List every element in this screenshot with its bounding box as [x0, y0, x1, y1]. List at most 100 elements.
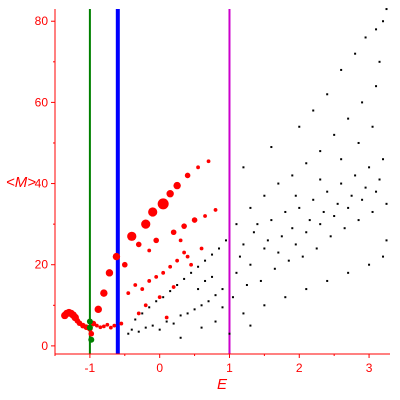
- black-point-39: [242, 243, 245, 246]
- black-point-72: [357, 219, 360, 222]
- black-point-75: [368, 166, 371, 169]
- red-point-32: [136, 311, 141, 316]
- red-point-53: [213, 208, 218, 212]
- red-point-47: [135, 241, 142, 248]
- black-point-40: [245, 284, 248, 287]
- black-point-100: [326, 93, 329, 96]
- red-point-50: [181, 223, 187, 229]
- black-point-33: [200, 326, 203, 329]
- black-point-3: [144, 326, 147, 329]
- black-point-34: [214, 320, 217, 323]
- red-point-55: [185, 254, 190, 259]
- red-point-57: [147, 248, 152, 253]
- green-points-series: [86, 318, 95, 343]
- black-point-68: [343, 227, 346, 230]
- black-point-87: [368, 263, 371, 266]
- black-point-101: [340, 68, 343, 71]
- black-point-43: [256, 223, 259, 226]
- black-point-47: [270, 219, 273, 222]
- y-tick-label-3: 60: [35, 95, 49, 109]
- red-point-48: [153, 237, 159, 244]
- black-point-83: [284, 296, 287, 299]
- black-point-80: [385, 202, 388, 205]
- red-point-40: [148, 207, 158, 217]
- black-point-51: [284, 210, 287, 213]
- black-point-12: [207, 300, 210, 303]
- black-point-91: [263, 194, 266, 197]
- black-point-77: [375, 190, 378, 193]
- red-point-29: [143, 303, 148, 308]
- black-point-97: [347, 117, 350, 120]
- black-point-79: [382, 158, 385, 161]
- black-point-36: [231, 296, 234, 299]
- black-point-118: [294, 194, 297, 197]
- black-point-113: [371, 125, 374, 128]
- black-point-27: [218, 247, 221, 250]
- black-point-117: [319, 178, 322, 181]
- black-point-69: [347, 206, 350, 209]
- black-point-7: [172, 322, 175, 325]
- black-point-104: [375, 28, 378, 31]
- black-point-41: [249, 263, 252, 266]
- black-point-1: [130, 328, 133, 331]
- black-point-0: [127, 332, 130, 335]
- black-point-95: [319, 150, 322, 153]
- y-tick-label-4: 80: [35, 14, 49, 28]
- black-point-66: [336, 202, 339, 205]
- black-point-46: [266, 239, 269, 242]
- black-point-8: [179, 314, 182, 317]
- black-point-61: [319, 223, 322, 226]
- black-point-17: [148, 306, 151, 309]
- black-point-105: [382, 20, 385, 23]
- red-point-18: [112, 323, 117, 328]
- black-point-90: [249, 206, 252, 209]
- black-point-35: [221, 288, 224, 291]
- red-point-15: [101, 324, 106, 329]
- black-point-74: [364, 186, 367, 189]
- red-point-35: [100, 289, 108, 297]
- red-point-33: [164, 315, 169, 320]
- x-axis-title: E: [217, 376, 228, 393]
- red-point-51: [191, 217, 198, 223]
- black-point-45: [263, 247, 266, 250]
- black-point-22: [183, 277, 186, 280]
- black-point-26: [211, 253, 214, 256]
- red-point-22: [140, 287, 145, 291]
- black-point-110: [242, 166, 245, 169]
- black-point-54: [294, 243, 297, 246]
- black-point-112: [357, 141, 360, 144]
- black-point-58: [308, 219, 311, 222]
- black-point-56: [301, 255, 304, 258]
- black-point-42: [252, 231, 255, 234]
- black-point-108: [312, 109, 315, 112]
- black-point-10: [193, 308, 196, 311]
- red-point-59: [189, 262, 193, 267]
- red-point-11: [88, 330, 95, 337]
- black-point-106: [385, 8, 388, 11]
- black-point-23: [190, 271, 193, 274]
- red-point-58: [178, 238, 183, 243]
- green-point-0: [86, 318, 93, 325]
- black-point-63: [326, 190, 329, 193]
- black-point-62: [322, 210, 325, 213]
- black-point-76: [371, 210, 374, 213]
- red-point-31: [171, 285, 176, 289]
- black-point-30: [204, 279, 207, 282]
- black-point-64: [329, 235, 332, 238]
- red-point-39: [141, 219, 151, 229]
- black-point-70: [350, 194, 353, 197]
- red-point-42: [166, 190, 174, 198]
- red-point-27: [175, 258, 180, 263]
- x-tick-label-1: 0: [156, 361, 163, 375]
- green-point-1: [86, 324, 93, 331]
- red-point-38: [127, 231, 137, 241]
- red-point-41: [157, 198, 169, 210]
- black-point-107: [378, 60, 381, 63]
- black-point-84: [305, 288, 308, 291]
- black-point-103: [364, 36, 367, 39]
- red-point-52: [203, 214, 207, 218]
- red-point-20: [126, 291, 131, 296]
- red-point-13: [94, 323, 99, 328]
- y-tick-label-2: 40: [35, 177, 49, 191]
